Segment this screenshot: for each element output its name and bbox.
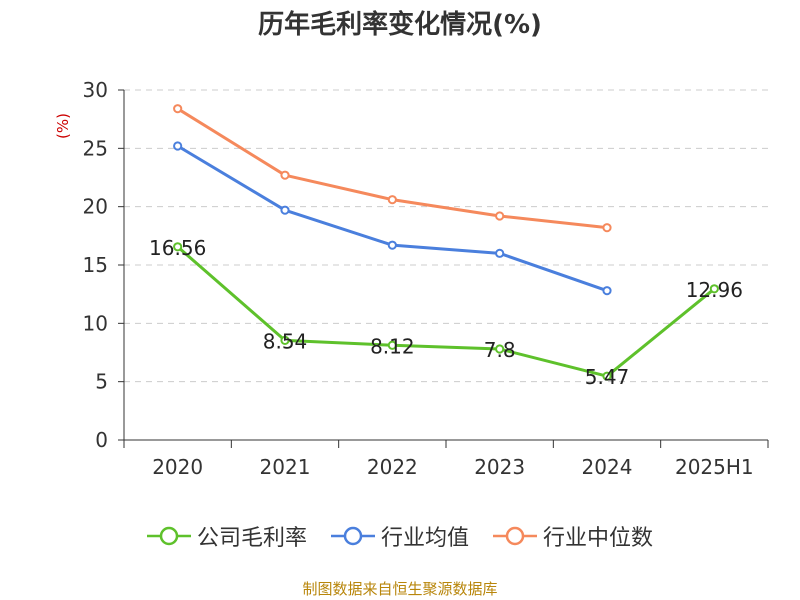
x-tick-label: 2020 [152,455,203,479]
data-point [602,223,612,233]
chart-legend: 公司毛利率 行业均值 行业中位数 [0,520,800,552]
y-tick-label: 30 [83,78,108,102]
legend-item[interactable]: 行业均值 [330,520,469,552]
data-label: 16.56 [149,236,206,260]
y-axis-label: (%) [54,113,72,139]
data-label: 8.12 [370,334,415,358]
legend-marker-icon [493,526,537,546]
data-source-note: 制图数据来自恒生聚源数据库 [302,580,498,598]
y-tick-label: 10 [83,311,108,335]
x-tick-label: 2022 [367,455,418,479]
series-line [176,144,608,293]
data-point [280,205,290,215]
data-point [495,248,505,258]
chart-title: 历年毛利率变化情况(%) [258,10,542,40]
x-tick-label: 2025H1 [675,455,754,479]
data-label: 5.47 [585,365,630,389]
data-point [495,344,505,354]
legend-label: 行业中位数 [543,526,654,551]
series-line [176,245,716,378]
data-label: 12.96 [686,278,743,302]
series-line [176,107,608,230]
data-point [173,104,183,114]
legend-marker-icon [146,526,191,546]
data-label: 8.54 [263,329,308,353]
data-point [602,371,612,381]
y-tick-label: 20 [83,195,108,219]
y-tick-label: 5 [95,370,108,394]
legend-label: 公司毛利率 [196,526,307,551]
data-point [173,141,183,151]
data-point [602,286,612,296]
data-point [495,211,505,221]
legend-marker-icon [330,526,375,546]
x-tick-label: 2024 [582,455,633,479]
data-point [387,195,397,205]
legend-item[interactable]: 公司毛利率 [146,520,307,552]
data-point [280,335,290,345]
y-tick-label: 0 [95,428,108,452]
data-point [280,170,290,180]
data-point [709,284,719,294]
legend-label: 行业均值 [380,526,469,551]
data-point [173,242,183,252]
y-tick-label: 15 [83,253,108,277]
data-point [387,340,397,350]
data-point [387,240,397,250]
x-tick-label: 2021 [260,455,311,479]
legend-item[interactable]: 行业中位数 [493,520,653,552]
x-tick-label: 2023 [474,455,525,479]
y-tick-label: 25 [83,136,108,160]
data-label: 7.8 [484,338,516,362]
